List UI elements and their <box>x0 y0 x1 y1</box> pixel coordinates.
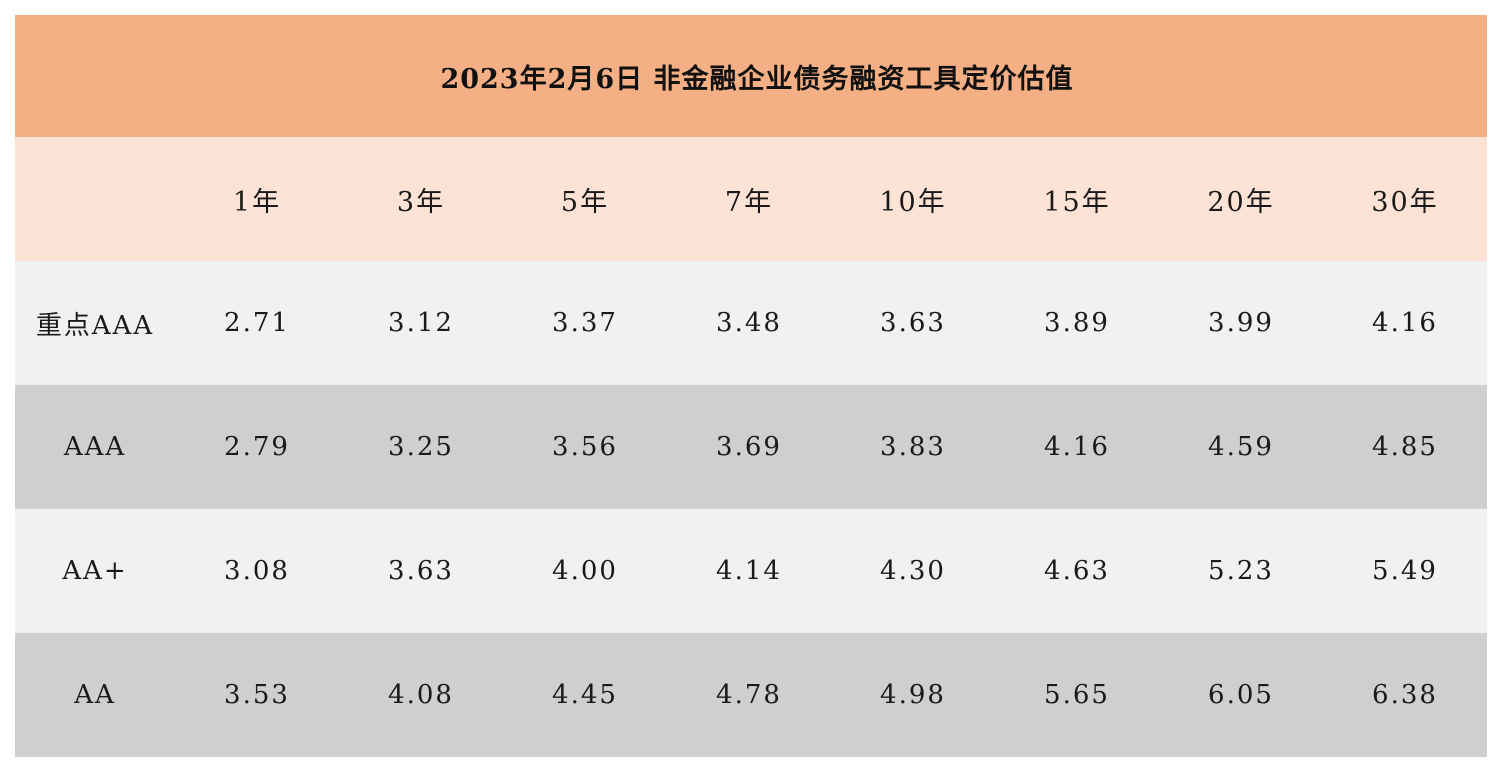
table-row: AA 3.53 4.08 4.45 4.78 4.98 5.65 6.05 6.… <box>15 633 1487 757</box>
value-cell: 4.16 <box>1372 308 1438 338</box>
value-cell: 4.14 <box>716 556 782 586</box>
value-cell: 3.37 <box>552 308 618 338</box>
value-cell: 4.85 <box>1372 432 1438 462</box>
value-cell: 4.63 <box>1044 556 1110 586</box>
value-cell: 5.23 <box>1208 556 1274 586</box>
value-cell: 4.16 <box>1044 432 1110 462</box>
value-cell: 3.56 <box>552 432 618 462</box>
rating-label: 重点AAA <box>35 310 155 341</box>
header-cell-20y: 20年 <box>1207 186 1275 218</box>
value-cell: 3.99 <box>1208 308 1274 338</box>
header-cell-10y: 10年 <box>879 186 947 218</box>
table-title-row: 2023年2月6日 非金融企业债务融资工具定价估值 <box>15 15 1487 137</box>
value-cell: 3.53 <box>224 680 290 710</box>
header-cell-5y: 5年 <box>560 186 610 218</box>
value-cell: 4.98 <box>880 680 946 710</box>
value-cell: 3.83 <box>880 432 946 462</box>
header-cell-1y: 1年 <box>232 186 282 218</box>
valuation-table: 2023年2月6日 非金融企业债务融资工具定价估值 1年 3年 5年 7年 10… <box>15 15 1487 757</box>
header-cell-3y: 3年 <box>396 186 446 218</box>
value-cell: 3.25 <box>388 432 454 462</box>
value-cell: 4.00 <box>552 556 618 586</box>
value-cell: 4.59 <box>1208 432 1274 462</box>
table-row: AAA 2.79 3.25 3.56 3.69 3.83 4.16 4.59 4… <box>15 385 1487 509</box>
value-cell: 4.08 <box>388 680 454 710</box>
value-cell: 6.05 <box>1208 680 1274 710</box>
value-cell: 3.89 <box>1044 308 1110 338</box>
header-cell-7y: 7年 <box>724 186 774 218</box>
value-cell: 5.65 <box>1044 680 1110 710</box>
header-cell-15y: 15年 <box>1043 186 1111 218</box>
rating-label: AAA <box>63 432 127 462</box>
value-cell: 3.63 <box>880 308 946 338</box>
header-row: 1年 3年 5年 7年 10年 15年 20年 30年 <box>15 137 1487 261</box>
value-cell: 3.08 <box>224 556 290 586</box>
value-cell: 3.48 <box>716 308 782 338</box>
value-cell: 3.69 <box>716 432 782 462</box>
value-cell: 3.63 <box>388 556 454 586</box>
table-row: AA+ 3.08 3.63 4.00 4.14 4.30 4.63 5.23 5… <box>15 509 1487 633</box>
value-cell: 6.38 <box>1372 680 1438 710</box>
rating-label: AA <box>74 680 116 710</box>
rating-label: AA+ <box>62 556 128 586</box>
value-cell: 2.71 <box>224 308 290 338</box>
header-cell-30y: 30年 <box>1371 186 1439 218</box>
table-row: 重点AAA 2.71 3.12 3.37 3.48 3.63 3.89 3.99… <box>15 261 1487 385</box>
value-cell: 3.12 <box>388 308 454 338</box>
value-cell: 4.78 <box>716 680 782 710</box>
value-cell: 5.49 <box>1372 556 1438 586</box>
value-cell: 2.79 <box>224 432 290 462</box>
value-cell: 4.30 <box>880 556 946 586</box>
value-cell: 4.45 <box>552 680 618 710</box>
table-title: 2023年2月6日 非金融企业债务融资工具定价估值 <box>440 63 1074 95</box>
